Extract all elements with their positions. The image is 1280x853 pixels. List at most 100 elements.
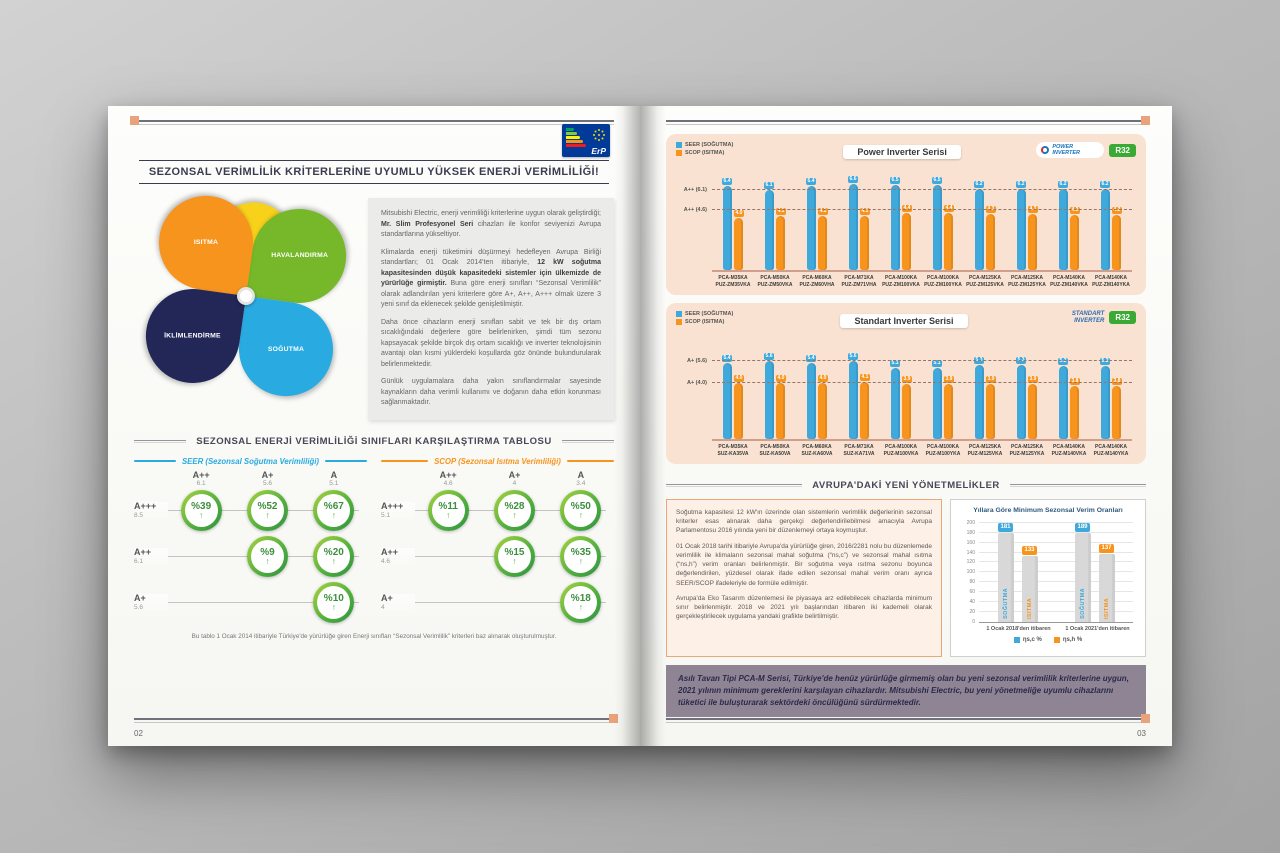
legend-item-seer: SEER (SOĞUTMA) [676, 142, 768, 148]
up-arrow-icon: ↑ [446, 509, 451, 520]
bar-column: 189 SOĞUTMA [1074, 522, 1091, 622]
bar-value-label: 181 [998, 522, 1013, 532]
gridline [979, 601, 1133, 603]
model-label: PCA-M35KA SUZ-KA35VA [717, 444, 749, 457]
seer-bar [1100, 189, 1110, 270]
gain-percentage: %10 [323, 592, 344, 604]
bar-column: 5.1 [890, 341, 900, 439]
bar-value-label: 4.0 [818, 375, 828, 382]
petal-label: SOĞUTMA [267, 345, 305, 353]
bar-group: 6.4 4.1 [796, 172, 838, 270]
class-value: 5.1 [329, 480, 339, 488]
class-threshold-line: A++ (6.1) [684, 187, 1132, 193]
cooling-swatch-icon [1013, 636, 1020, 643]
chart-header: SEER (SOĞUTMA) SCOP (ISITMA) Power Inver… [676, 142, 1136, 160]
bar-column: 6.2 [1016, 172, 1026, 270]
seer-swatch-icon [676, 311, 682, 317]
seer-bar [1016, 189, 1026, 270]
bar-value-label: 4.2 [1070, 207, 1080, 215]
divider-line [134, 460, 176, 462]
legend-item-seer: SEER (SOĞUTMA) [676, 311, 768, 317]
model-label: PCA-M50KA PUZ-ZM50VKA [757, 275, 793, 288]
swirl-icon [1041, 146, 1050, 155]
bar-column: 4.1 [776, 172, 786, 270]
chart-legend: SEER (SOĞUTMA) SCOP (ISITMA) [676, 311, 768, 327]
chart-bars: 6.4 4.0 6.1 4.1 6.4 4.1 6.6 4.1 6.5 4.4 6.5 4.4 6.2 4… [712, 172, 1132, 270]
seer-bar [974, 189, 984, 270]
intro-paragraph: Daha önce cihazların enerji sınıfları sa… [381, 318, 601, 368]
gain-percentage: %35 [570, 546, 591, 558]
chart-plot: 6.4 4.0 6.1 4.1 6.4 4.1 6.6 4.1 6.5 4.4 6.5 4.4 6.2 4… [684, 172, 1132, 272]
bar-group: 6.5 4.4 [922, 172, 964, 270]
rule-line [134, 718, 614, 720]
bar-value-label: 3.8 [1112, 377, 1122, 385]
scop-bar [986, 384, 996, 439]
model-label: PCA-M125KA PUZ-ZM125YKA [1008, 275, 1046, 288]
class-value: 5.1 [381, 511, 391, 519]
gridline [979, 531, 1133, 533]
up-arrow-icon: ↑ [578, 509, 583, 520]
class-value: 4 [512, 480, 517, 488]
bar-group: 6.5 4.4 [880, 172, 922, 270]
page-number-left: 02 [134, 729, 143, 738]
bar-group: 6.2 4.3 [964, 172, 1006, 270]
accent-square [1141, 116, 1150, 125]
bar-group: 6.1 4.1 [754, 172, 796, 270]
x-axis-labels: 1 Ocak 2018'den itibaren 1 Ocak 2021'den … [979, 626, 1137, 632]
bar-value-label: 3.9 [902, 376, 912, 384]
up-arrow-icon: ↑ [331, 509, 336, 520]
y-tick-label: 20 [969, 608, 975, 615]
bar-column: 3.9 [986, 341, 996, 439]
rule-line [666, 124, 1146, 125]
matrix-row: A+++ 5.1 %11 ↑ %28 ↑ %50 ↑ [381, 487, 614, 533]
gain-percentage: %28 [504, 500, 525, 512]
model-label: PCA-M100KA PUZ-M100VKA [883, 444, 919, 457]
intro-paragraph: Günlük uygulamalara daha yakın sınıfland… [381, 378, 601, 406]
bar-column: 4.3 [1028, 172, 1038, 270]
y-tick-label: 60 [969, 589, 975, 596]
bar-value-label: 4.1 [860, 208, 870, 216]
efficiency-gain-badge: %52 ↑ [246, 489, 288, 531]
bar-column: 4.4 [944, 172, 954, 270]
y-tick-label: 120 [966, 559, 975, 566]
model-label: PCA-M100KA PUZ-ZM100YKA [924, 275, 962, 288]
erp-label: ErP [591, 146, 606, 156]
bar-group: 6.6 4.1 [838, 172, 880, 270]
comparison-tables: SEER (Sezonsal Soğutma Verimliliği) A++ 6… [134, 457, 614, 626]
model-label: PCA-M60KA SUZ-KA60VA [801, 444, 833, 457]
bar-column: 137 ISITMA [1098, 523, 1115, 622]
scop-bar [734, 383, 744, 439]
up-arrow-icon: ↑ [331, 555, 336, 566]
seer-header: SEER (Sezonsal Soğutma Verimliliği) [181, 456, 320, 466]
standart-inverter-chart: SEER (SOĞUTMA) SCOP (ISITMA) Standart In… [666, 303, 1146, 464]
efficiency-gain-badge: %15 ↑ [493, 535, 535, 577]
bar-value-label: 6.1 [764, 182, 774, 190]
model-label: PCA-M71KA SUZ-KA71VA [843, 444, 875, 457]
divider-line [325, 460, 367, 462]
efficiency-gain-badge: %50 ↑ [560, 489, 602, 531]
petal-sogutma: SOĞUTMA [232, 296, 340, 403]
scop-bar [902, 384, 912, 439]
climate-flower-graphic: HAVALANDIRMA ISITMA SOĞUTMA İKLİMLENDİRM… [134, 186, 354, 403]
bar-group: 6.2 4.2 [1048, 172, 1090, 270]
efficiency-gain-badge: %10 ↑ [313, 581, 355, 623]
table-footnote: Bu tablo 1 Ocak 2014 itibariyle Türkiye'… [191, 633, 557, 641]
up-arrow-icon: ↑ [578, 555, 583, 566]
class-value: 5.6 [262, 480, 273, 488]
matrix-cell: %11 ↑ [415, 489, 481, 531]
bar-group: 5.1 3.9 [880, 341, 922, 439]
chart-title: Yıllara Göre Minimum Sezonsal Verim Oran… [973, 507, 1123, 514]
matrix-row: A+ 4 %18 ↑ [381, 579, 614, 625]
scop-bar [1028, 213, 1038, 270]
bar-value-label: 5.1 [890, 359, 900, 367]
bar-groups: 181 SOĞUTMA 133 ISITMA 189 SOĞUTMA 137 ISITMA [979, 522, 1133, 622]
bar-value-label: 4.1 [776, 208, 786, 216]
class-label: A+ [134, 592, 146, 603]
efficiency-gain-badge: %11 ↑ [427, 489, 469, 531]
divider-line [561, 439, 615, 443]
column-header: A++ 4.6 [415, 470, 481, 488]
model-label: PCA-M125KA PUZ-M125VKA [967, 444, 1003, 457]
intro-paragraph: Mitsubishi Electric, enerji verimliliği … [381, 210, 601, 238]
brand-label: POWER INVERTER [1052, 144, 1081, 157]
standart-inverter-label: STANDART INVERTER [1071, 311, 1105, 324]
